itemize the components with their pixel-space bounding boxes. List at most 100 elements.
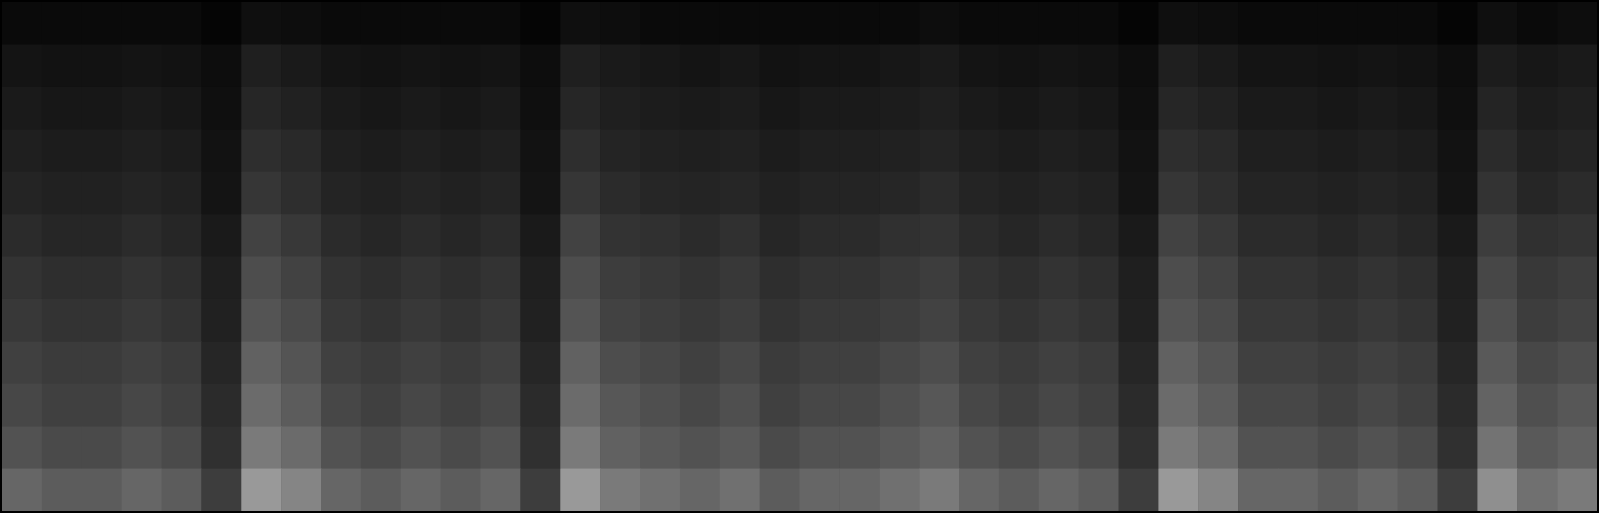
heatmap-cell: [42, 257, 82, 300]
heatmap-cell: [481, 172, 521, 215]
heatmap-cell: [82, 299, 122, 342]
heatmap-cell: [481, 257, 521, 300]
heatmap-cell: [1238, 129, 1278, 172]
heatmap-cell: [1039, 44, 1079, 87]
heatmap-cell: [560, 384, 600, 427]
heatmap-cell: [401, 2, 441, 45]
heatmap-cell: [1438, 426, 1478, 469]
heatmap-cell: [281, 257, 321, 300]
heatmap-cell: [441, 384, 481, 427]
heatmap-cell: [481, 426, 521, 469]
heatmap-cell: [959, 384, 999, 427]
heatmap-cell: [640, 426, 680, 469]
heatmap-cell: [122, 214, 162, 257]
heatmap-cell: [82, 341, 122, 384]
heatmap-cell: [441, 129, 481, 172]
heatmap-cell: [839, 129, 879, 172]
heatmap-cell: [1198, 299, 1238, 342]
heatmap-cell: [1039, 341, 1079, 384]
heatmap-cell: [720, 129, 760, 172]
heatmap-cell: [560, 426, 600, 469]
heatmap-cell: [1079, 257, 1119, 300]
heatmap-cell: [520, 384, 560, 427]
heatmap-cell: [1079, 384, 1119, 427]
heatmap-cell: [1318, 44, 1358, 87]
heatmap-cell: [919, 384, 959, 427]
heatmap-cell: [1477, 129, 1517, 172]
heatmap-cell: [42, 384, 82, 427]
heatmap-cell: [919, 299, 959, 342]
heatmap-cell: [879, 44, 919, 87]
heatmap-cell: [959, 172, 999, 215]
heatmap-cell: [600, 426, 640, 469]
heatmap-cell: [839, 172, 879, 215]
heatmap-cell: [1238, 469, 1278, 511]
heatmap-cell: [999, 257, 1039, 300]
heatmap-cell: [162, 2, 202, 45]
heatmap-cell: [680, 426, 720, 469]
heatmap-cell: [1158, 426, 1198, 469]
heatmap-cell: [201, 384, 241, 427]
heatmap-cell: [1039, 257, 1079, 300]
heatmap-cell: [241, 2, 281, 45]
heatmap-cell: [560, 469, 600, 511]
heatmap-cell: [640, 469, 680, 511]
heatmap-cell: [1158, 172, 1198, 215]
heatmap-cell: [1079, 87, 1119, 130]
heatmap-cell: [162, 299, 202, 342]
heatmap-cell: [162, 257, 202, 300]
heatmap-cell: [281, 299, 321, 342]
heatmap-cell: [640, 44, 680, 87]
heatmap-cell: [2, 87, 42, 130]
heatmap-cell: [879, 129, 919, 172]
heatmap-cell: [201, 469, 241, 511]
heatmap-cell: [919, 87, 959, 130]
heatmap-cell: [1358, 299, 1398, 342]
heatmap-cell: [839, 469, 879, 511]
heatmap-cell: [680, 87, 720, 130]
heatmap-cell: [2, 341, 42, 384]
heatmap-cell: [241, 299, 281, 342]
heatmap-cell: [201, 214, 241, 257]
heatmap-cell: [1039, 129, 1079, 172]
heatmap-cell: [1198, 426, 1238, 469]
heatmap-cell: [839, 426, 879, 469]
heatmap-cell: [560, 299, 600, 342]
heatmap-cell: [361, 214, 401, 257]
heatmap-cell: [800, 469, 840, 511]
heatmap-cell: [441, 44, 481, 87]
heatmap-cell: [321, 129, 361, 172]
heatmap-cell: [281, 129, 321, 172]
heatmap-cell: [1398, 2, 1438, 45]
heatmap-cell: [1158, 214, 1198, 257]
heatmap-cell: [1198, 87, 1238, 130]
heatmap-cell: [760, 384, 800, 427]
heatmap-cell: [162, 341, 202, 384]
heatmap-cell: [640, 257, 680, 300]
heatmap-cell: [281, 341, 321, 384]
heatmap-cell: [959, 87, 999, 130]
heatmap-cell: [1039, 299, 1079, 342]
heatmap-cell: [321, 87, 361, 130]
heatmap-cell: [1238, 172, 1278, 215]
heatmap-cell: [839, 2, 879, 45]
heatmap-cell: [241, 87, 281, 130]
heatmap-cell: [919, 2, 959, 45]
heatmap-cell: [1398, 129, 1438, 172]
heatmap-cell: [560, 341, 600, 384]
heatmap-cell: [1318, 214, 1358, 257]
heatmap-cell: [1557, 87, 1597, 130]
heatmap-cell: [640, 384, 680, 427]
heatmap-cell: [520, 2, 560, 45]
heatmap-cell: [1158, 341, 1198, 384]
heatmap-cell: [1398, 469, 1438, 511]
heatmap-cell: [999, 87, 1039, 130]
heatmap-cell: [760, 172, 800, 215]
heatmap-cell: [1198, 172, 1238, 215]
heatmap-cell: [2, 299, 42, 342]
heatmap-cell: [1318, 341, 1358, 384]
heatmap-cell: [1238, 426, 1278, 469]
heatmap-cell: [600, 44, 640, 87]
heatmap-cell: [879, 384, 919, 427]
heatmap-cell: [1119, 299, 1159, 342]
